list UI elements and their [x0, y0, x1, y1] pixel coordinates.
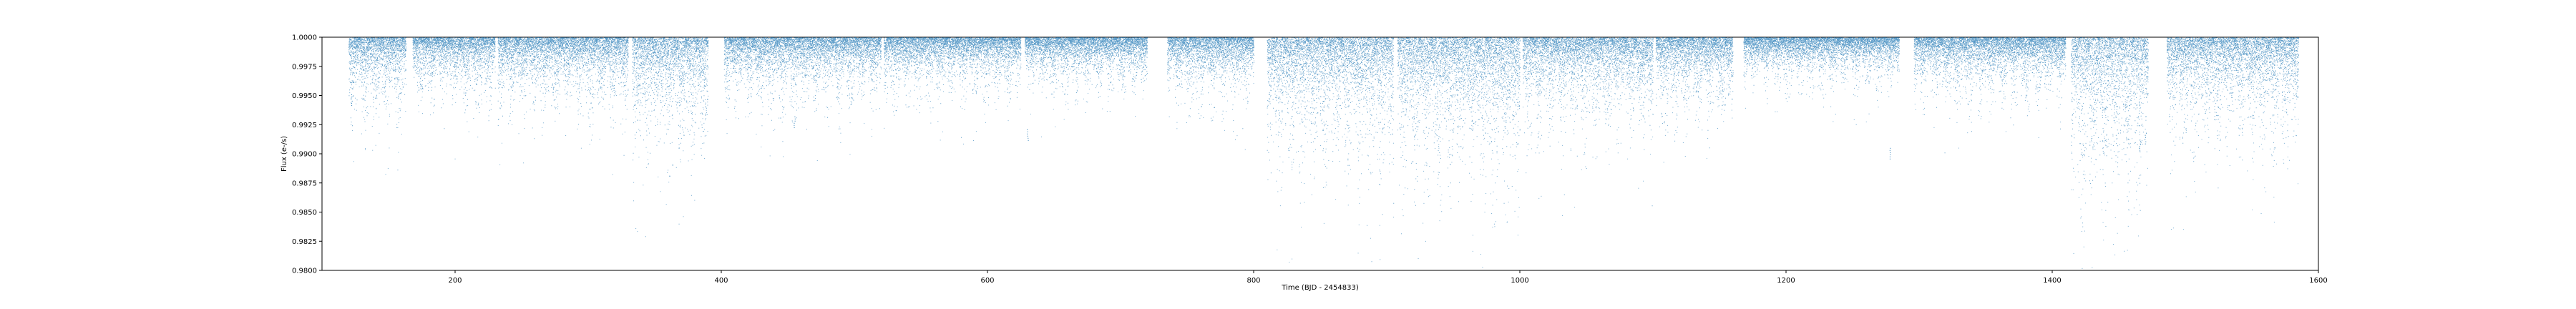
deep-flux-point	[351, 94, 352, 95]
plot-area	[321, 36, 2319, 271]
x-tick-label: 1400	[2043, 277, 2061, 285]
x-tick-label: 600	[980, 277, 994, 285]
y-tick-label: 0.9950	[292, 92, 317, 100]
x-axis-label: Time (BJD - 2454833)	[1281, 284, 1359, 292]
deep-flux-point	[2145, 134, 2146, 136]
deep-flux-point	[2145, 137, 2146, 138]
deep-flux-point	[351, 104, 353, 106]
deep-flux-point	[351, 102, 352, 104]
deep-flux-point	[351, 100, 353, 102]
y-tick-label: 0.9825	[292, 238, 317, 246]
deep-flux-point	[794, 122, 795, 124]
x-tick-label: 200	[448, 277, 462, 285]
deep-flux-point	[794, 120, 796, 122]
data-points	[348, 37, 2300, 269]
x-tick-label: 1000	[1511, 277, 1528, 285]
x-tick-label: 1600	[2309, 277, 2327, 285]
y-tick-label: 0.9800	[292, 268, 317, 275]
y-axis: 0.9800 0.9825 0.9850 0.9875 0.9900 0.9925 0.99…	[292, 34, 322, 275]
y-tick-label: 0.9925	[292, 122, 317, 129]
y-tick-label: 0.9975	[292, 63, 317, 71]
flux-scatter-points	[348, 37, 2300, 269]
x-tick-label: 400	[714, 277, 728, 285]
y-axis-label: Flux (e-/s)	[280, 136, 288, 172]
x-tick-label: 800	[1246, 277, 1260, 285]
deep-flux-point	[794, 127, 795, 128]
y-tick-label: 0.9850	[292, 209, 317, 217]
x-tick-label: 1200	[1777, 277, 1795, 285]
deep-flux-point	[1028, 139, 1029, 141]
x-axis: 200 400 600 800 1000 1200 1400 1600	[448, 270, 2328, 285]
deep-flux-point	[1027, 129, 1028, 130]
y-tick-label: 1.0000	[292, 34, 317, 42]
deep-flux-point	[2146, 132, 2147, 134]
y-tick-label: 0.9875	[292, 180, 317, 187]
y-tick-label: 0.9900	[292, 151, 317, 159]
